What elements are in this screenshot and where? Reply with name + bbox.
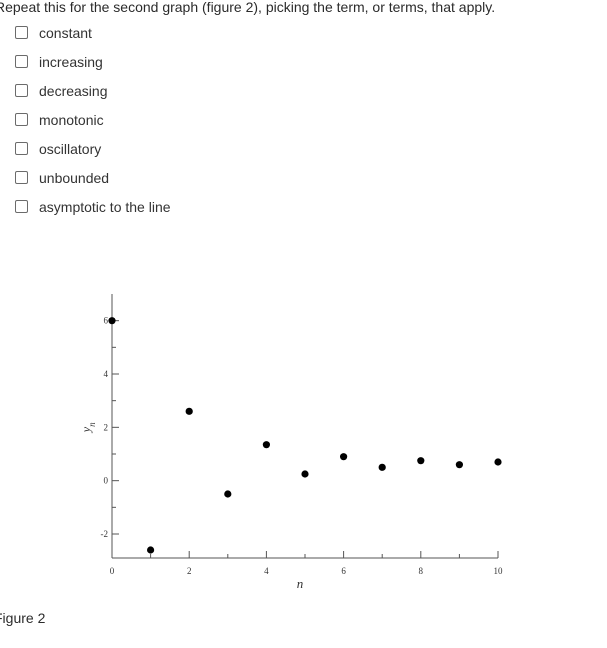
- x-tick-label: 4: [264, 566, 269, 576]
- data-point: [301, 470, 309, 478]
- option-label: decreasing: [39, 82, 108, 99]
- option-label: monotonic: [39, 111, 104, 128]
- option-unbounded[interactable]: unbounded: [15, 163, 171, 192]
- y-tick-label: 0: [104, 476, 109, 486]
- data-point: [455, 461, 463, 469]
- checkbox[interactable]: [15, 55, 28, 68]
- figure-2-plot: -2 0 2 4 6 0 2 4 6 8 10 n yn: [70, 288, 520, 598]
- option-label: asymptotic to the line: [39, 198, 171, 215]
- option-label: constant: [39, 24, 92, 41]
- x-tick-label: 8: [419, 566, 424, 576]
- checkbox[interactable]: [15, 171, 28, 184]
- data-point: [417, 457, 425, 465]
- data-point: [147, 546, 155, 554]
- option-constant[interactable]: constant: [15, 18, 171, 47]
- option-increasing[interactable]: increasing: [15, 47, 171, 76]
- data-point: [340, 453, 348, 461]
- checkbox[interactable]: [15, 84, 28, 97]
- y-axis-title: yn: [79, 422, 97, 433]
- y-tick-label: 6: [104, 316, 109, 326]
- x-tick-label: 0: [110, 566, 115, 576]
- option-asymptotic[interactable]: asymptotic to the line: [15, 192, 171, 221]
- checkbox[interactable]: [15, 113, 28, 126]
- data-point: [262, 441, 270, 449]
- x-axis-title: n: [297, 576, 304, 591]
- option-label: oscillatory: [39, 140, 102, 157]
- x-tick-label: 2: [187, 566, 192, 576]
- x-tick-label: 10: [494, 566, 504, 576]
- x-tick-label: 6: [341, 566, 346, 576]
- figure-caption: Figure 2: [0, 610, 46, 626]
- checkbox[interactable]: [15, 142, 28, 155]
- data-point: [494, 458, 502, 466]
- scatter-plot: -2 0 2 4 6 0 2 4 6 8 10 n yn: [79, 294, 504, 591]
- option-label: increasing: [39, 53, 103, 70]
- option-monotonic[interactable]: monotonic: [15, 105, 171, 134]
- question-text: Repeat this for the second graph (figure…: [0, 0, 496, 15]
- data-point: [378, 463, 386, 471]
- data-point: [185, 407, 193, 415]
- options-list: constant increasing decreasing monotonic…: [15, 18, 171, 221]
- checkbox[interactable]: [15, 200, 28, 213]
- y-tick-label: -2: [101, 529, 109, 539]
- y-tick-label: 4: [104, 369, 109, 379]
- data-point: [224, 490, 232, 498]
- option-label: unbounded: [39, 169, 110, 186]
- data-point: [108, 317, 116, 325]
- checkbox[interactable]: [15, 26, 28, 39]
- option-oscillatory[interactable]: oscillatory: [15, 134, 171, 163]
- option-decreasing[interactable]: decreasing: [15, 76, 171, 105]
- y-tick-label: 2: [104, 422, 109, 432]
